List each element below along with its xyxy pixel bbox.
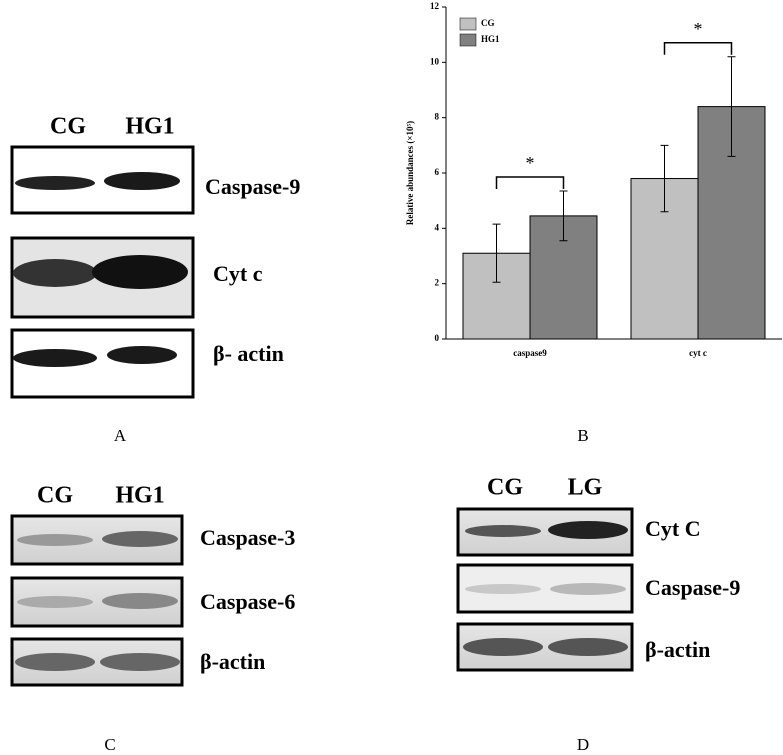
row-label: Caspase-9 xyxy=(205,174,300,199)
panel-a: CG HG1 Caspase-9 Cyt c β- actin A xyxy=(10,114,300,445)
band xyxy=(13,349,97,367)
significance-mark: * xyxy=(694,19,703,39)
significance-bracket xyxy=(495,176,565,189)
row-label: Caspase-3 xyxy=(200,525,295,550)
column-label: CG xyxy=(487,475,523,501)
band xyxy=(15,176,95,190)
error-bar xyxy=(727,56,736,157)
panel-label: A xyxy=(114,426,127,445)
y-tick-label: 6 xyxy=(435,167,440,177)
legend-swatch xyxy=(459,33,477,47)
y-tick-label: 4 xyxy=(435,222,440,232)
row-label: Cyt c xyxy=(213,261,263,286)
x-tick-label: caspase9 xyxy=(513,348,547,358)
row-label: Caspase-9 xyxy=(645,575,740,600)
legend-label: HG1 xyxy=(481,34,500,44)
band xyxy=(107,346,177,364)
column-label: CG xyxy=(50,114,86,140)
band xyxy=(92,255,188,289)
row-label: β-actin xyxy=(645,637,710,662)
panel-c: CG HG1 Caspase-3 Caspase-6 β-actin C xyxy=(10,483,295,754)
band xyxy=(15,653,95,671)
y-axis-title: Relative abundances (×10⁵) xyxy=(405,121,415,225)
row-label: Caspase-6 xyxy=(200,589,295,614)
row-label: β- actin xyxy=(213,341,284,366)
band xyxy=(550,583,626,595)
y-tick-label: 8 xyxy=(435,112,440,122)
band xyxy=(17,534,93,546)
band xyxy=(104,172,180,190)
band xyxy=(465,584,541,594)
band xyxy=(100,653,180,671)
y-tick-label: 10 xyxy=(430,56,440,66)
error-bar xyxy=(660,144,669,213)
band xyxy=(463,638,543,656)
column-label: LG xyxy=(568,475,603,501)
error-bar xyxy=(492,223,501,283)
row-label: Cyt C xyxy=(645,516,701,541)
column-label: HG1 xyxy=(115,483,164,509)
band xyxy=(102,593,178,609)
error-bar xyxy=(559,190,568,242)
band xyxy=(13,259,97,287)
row-label: β-actin xyxy=(200,649,265,674)
significance-bracket xyxy=(663,42,733,55)
y-tick-label: 0 xyxy=(435,333,440,343)
band xyxy=(548,521,628,539)
significance-mark: * xyxy=(526,153,535,173)
band xyxy=(17,596,93,608)
band xyxy=(465,525,541,537)
panel-label: D xyxy=(577,735,589,754)
column-label: HG1 xyxy=(125,114,174,140)
x-tick-label: cyt c xyxy=(689,348,707,358)
y-tick-label: 12 xyxy=(430,1,440,11)
y-tick-label: 2 xyxy=(435,278,440,288)
band xyxy=(102,531,178,547)
panel-label: C xyxy=(104,735,115,754)
panel-d: CG LG Cyt C Caspase-9 β-actin D xyxy=(456,475,740,754)
panel-label: B xyxy=(577,426,588,445)
legend-swatch xyxy=(459,17,477,31)
axis-frame xyxy=(445,7,782,340)
column-label: CG xyxy=(37,483,73,509)
legend-label: CG xyxy=(481,18,495,28)
band xyxy=(548,638,628,656)
